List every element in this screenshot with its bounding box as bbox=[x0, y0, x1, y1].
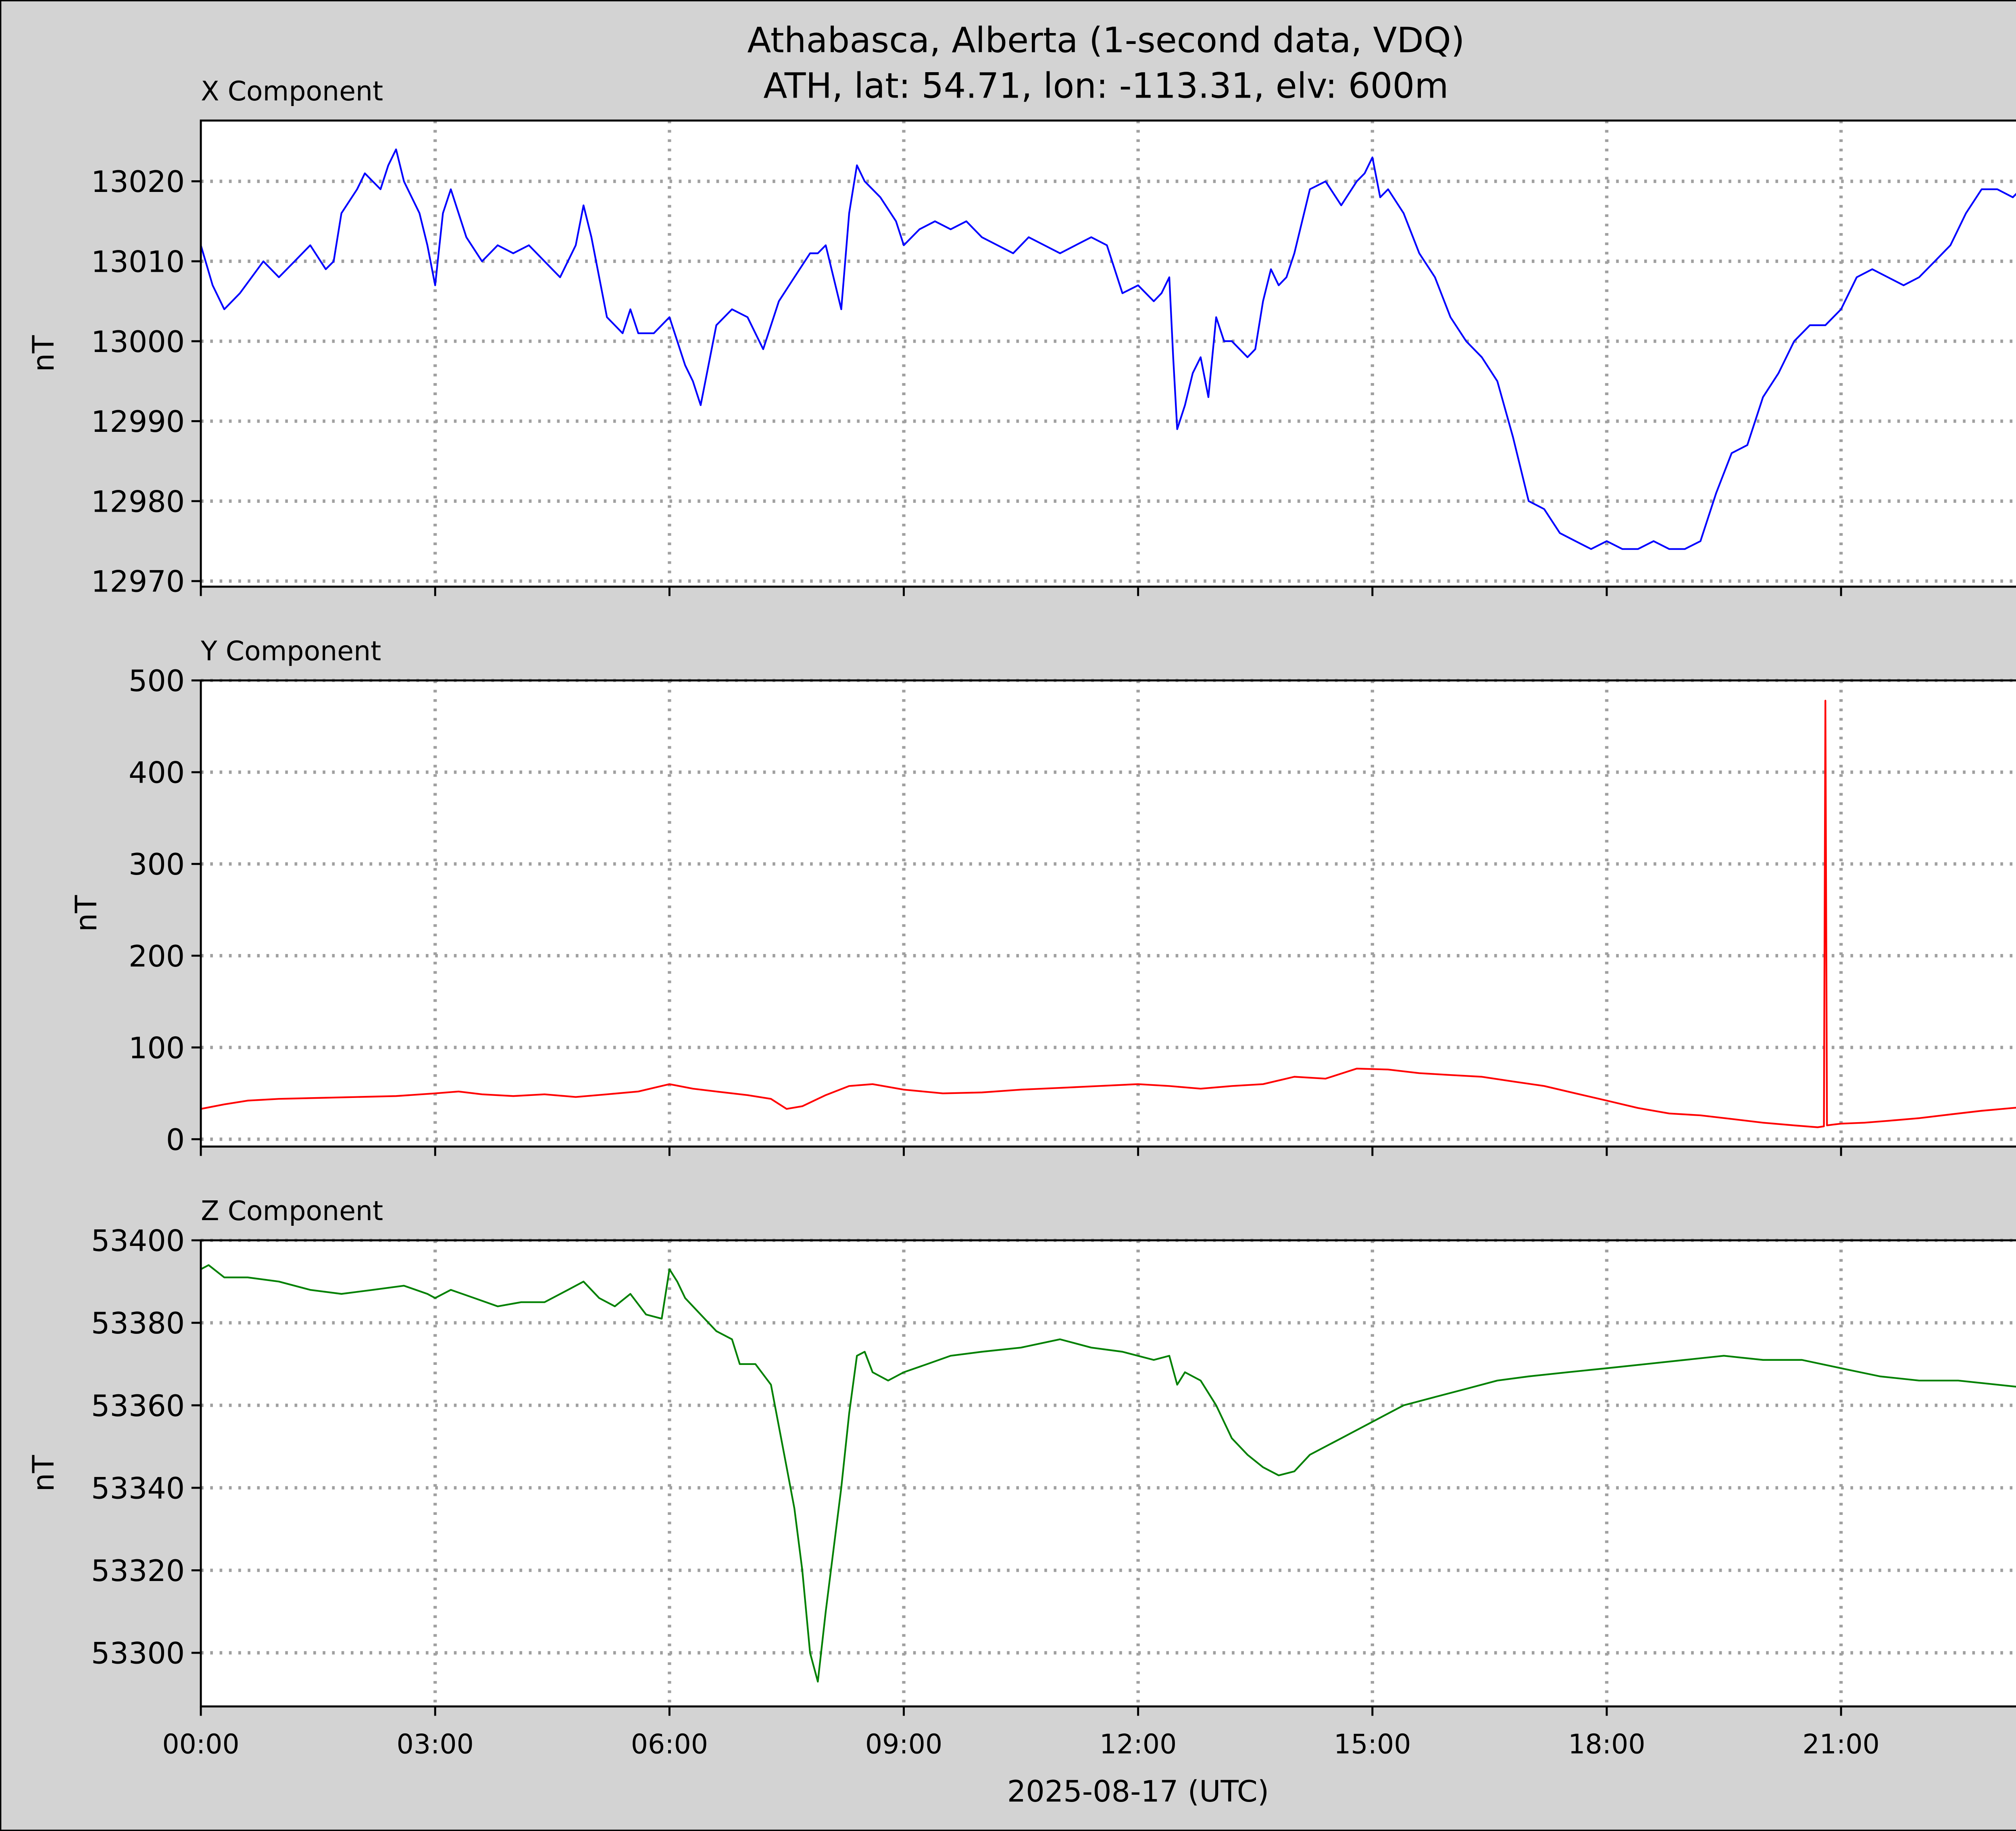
z-component-y-tick-label: 53360 bbox=[91, 1389, 185, 1423]
x-component-y-tick-label: 13020 bbox=[91, 165, 185, 199]
x-component-title: X Component bbox=[201, 75, 383, 107]
y-component-y-tick-label: 500 bbox=[129, 664, 185, 698]
y-component-y-tick-label: 400 bbox=[129, 756, 185, 790]
z-component-frame bbox=[200, 1239, 2016, 1708]
x-tick-label: 00:00 bbox=[162, 1728, 239, 1760]
x-component-y-tick-label: 13000 bbox=[91, 325, 185, 359]
figure-title-line1: Athabasca, Alberta (1-second data, VDQ) bbox=[747, 21, 1464, 61]
x-component-y-tick-label: 13010 bbox=[91, 245, 185, 279]
z-component-title: Z Component bbox=[201, 1195, 383, 1227]
x-tick-label: 15:00 bbox=[1334, 1728, 1411, 1760]
y-component-plot-area bbox=[201, 680, 2016, 1147]
y-component-y-axis-label: nT bbox=[69, 895, 104, 932]
x-component-series-line bbox=[200, 148, 2016, 550]
y-component-frame bbox=[200, 679, 2016, 1148]
z-component-y-tick-label: 53400 bbox=[91, 1224, 185, 1258]
x-tick-label: 12:00 bbox=[1100, 1728, 1177, 1760]
x-axis-label: 2025-08-17 (UTC) bbox=[1007, 1775, 1269, 1809]
x-component-y-axis-label: nT bbox=[27, 335, 61, 372]
z-component-series-line bbox=[200, 1264, 2016, 1683]
x-component-y-tick-label: 12990 bbox=[91, 405, 185, 439]
y-component-y-tick-label: 300 bbox=[129, 848, 185, 882]
x-component-frame bbox=[200, 119, 2016, 588]
z-component-y-tick-label: 53300 bbox=[91, 1637, 185, 1671]
z-component-y-axis-label: nT bbox=[27, 1455, 61, 1491]
figure-title-line2: ATH, lat: 54.71, lon: -113.31, elv: 600m bbox=[763, 66, 1448, 106]
x-tick-label: 06:00 bbox=[631, 1728, 708, 1760]
y-component-y-tick-label: 100 bbox=[129, 1031, 185, 1065]
x-component-plot-area bbox=[201, 120, 2016, 587]
x-tick-label: 21:00 bbox=[1802, 1728, 1879, 1760]
z-component-y-tick-label: 53320 bbox=[91, 1554, 185, 1588]
y-component-y-tick-label: 0 bbox=[166, 1123, 185, 1157]
y-component-series-line bbox=[200, 700, 2016, 1128]
x-tick-label: 09:00 bbox=[865, 1728, 942, 1760]
x-component-y-tick-label: 12970 bbox=[91, 565, 185, 599]
y-component-panel: Y Component nT 0 100 200 300 400 500 bbox=[69, 635, 2016, 1157]
x-component-y-tick-label: 12980 bbox=[91, 485, 185, 519]
x-tick-label: 03:00 bbox=[397, 1728, 474, 1760]
z-component-plot-area bbox=[201, 1240, 2016, 1707]
z-component-y-tick-label: 53340 bbox=[91, 1471, 185, 1506]
y-component-title: Y Component bbox=[200, 635, 381, 667]
z-component-panel: Z Component nT 53300 53320 53340 53360 53380 53… bbox=[27, 1195, 2016, 1760]
x-component-panel: X Component nT 12970 12980 12990 13000 13010 13… bbox=[27, 75, 2016, 599]
y-component-y-tick-label: 200 bbox=[129, 939, 185, 974]
z-component-y-tick-label: 53380 bbox=[91, 1306, 185, 1341]
x-tick-label: 18:00 bbox=[1568, 1728, 1645, 1760]
